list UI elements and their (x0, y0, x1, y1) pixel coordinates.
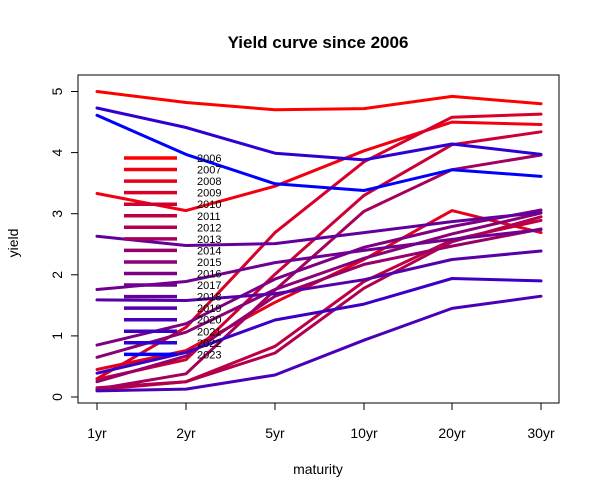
chart-title: Yield curve since 2006 (228, 33, 409, 52)
legend-label: 2022 (197, 338, 221, 350)
legend-label: 2009 (197, 188, 221, 200)
legend-label: 2012 (197, 222, 221, 234)
legend-label: 2010 (197, 199, 221, 211)
series-lines (95, 90, 543, 393)
y-axis-label: yield (5, 229, 21, 258)
series-line-2006 (95, 90, 543, 112)
x-tick-label: 1yr (87, 425, 107, 441)
legend-label: 2006 (197, 153, 221, 165)
series-line-2017 (95, 228, 543, 291)
series-line-2015 (95, 211, 543, 359)
legend-label: 2021 (197, 326, 221, 338)
legend-label: 2018 (197, 292, 221, 304)
legend-label: 2011 (197, 211, 221, 223)
series-line-2014 (95, 227, 543, 384)
legend-label: 2016 (197, 269, 221, 281)
series-line-2018 (95, 211, 543, 247)
series-line-2010 (95, 130, 543, 381)
series-line-2019 (95, 249, 543, 302)
series-line-2016 (95, 208, 543, 347)
legend: 2006200720082009201020112012201320142015… (124, 153, 221, 361)
x-tick-label: 2yr (176, 425, 196, 441)
series-line-2013 (95, 153, 543, 391)
legend-label: 2007 (197, 165, 221, 177)
legend-label: 2008 (197, 176, 221, 188)
y-tick-label: 3 (49, 210, 65, 218)
y-tick-label: 1 (49, 332, 65, 340)
x-tick-label: 10yr (350, 425, 378, 441)
series-line-2007 (95, 120, 543, 213)
series-line-2023 (95, 113, 543, 192)
legend-label: 2014 (197, 245, 221, 257)
axes: 1yr 2yr 5yr 10yr 20yr 30yr 0 1 2 3 4 5 (49, 87, 555, 441)
y-tick-label: 0 (49, 393, 65, 401)
x-tick-label: 20yr (438, 425, 466, 441)
x-tick-label: 30yr (527, 425, 555, 441)
y-tick-label: 2 (49, 271, 65, 279)
x-tick-label: 5yr (265, 425, 285, 441)
y-tick-label: 5 (49, 87, 65, 95)
y-tick-label: 4 (49, 148, 65, 156)
x-axis-label: maturity (293, 461, 343, 477)
legend-label: 2017 (197, 280, 221, 292)
series-line-2022 (95, 106, 543, 162)
legend-label: 2015 (197, 257, 221, 269)
legend-label: 2019 (197, 303, 221, 315)
series-line-2020 (95, 294, 543, 393)
legend-label: 2020 (197, 315, 221, 327)
legend-label: 2023 (197, 349, 221, 361)
legend-label: 2013 (197, 234, 221, 246)
